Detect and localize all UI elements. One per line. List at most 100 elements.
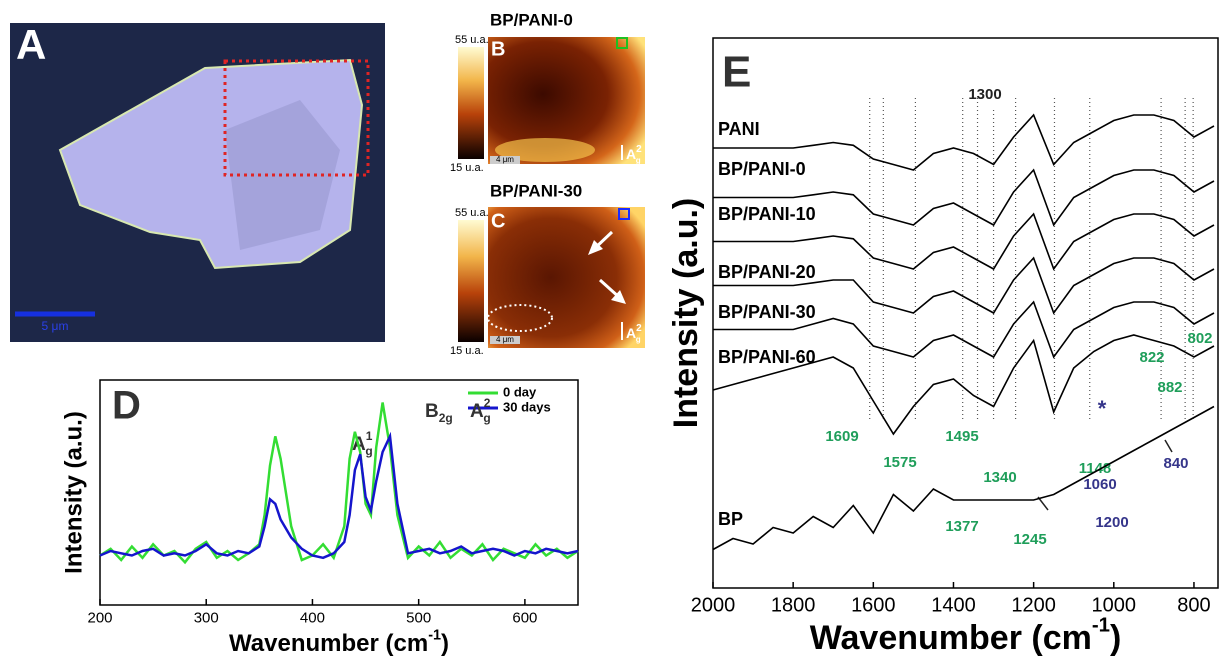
- x-axis-label-end: ): [1110, 619, 1121, 657]
- series-label: BP/PANI-30: [718, 302, 816, 322]
- peak-annotation: 802: [1187, 330, 1212, 347]
- panel-label: A: [16, 21, 46, 68]
- spectrum: [713, 212, 1215, 271]
- mode-base: A: [626, 146, 636, 162]
- peak-annotation: 822: [1139, 349, 1164, 366]
- series-label: BP/PANI-60: [718, 347, 816, 367]
- x-axis-label-sup: -1: [1092, 615, 1110, 637]
- spectrum: [712, 405, 1215, 551]
- panel-c: BP/PANI-30 55 u.a. 15 u.a. 4 μm C A2 g: [450, 181, 645, 357]
- plot-frame: [712, 37, 1219, 589]
- plot-frame: [99, 379, 579, 606]
- panel-b: BP/PANI-0 55 u.a. 15 u.a. 4 μm B A2 g: [450, 10, 645, 174]
- peak-label: B2g: [425, 401, 453, 425]
- colorbar-max: 55 u.a.: [455, 207, 489, 219]
- scale-label: 5 μm: [42, 319, 69, 333]
- mode-sup: 2: [636, 144, 642, 155]
- asterisk: *: [1098, 396, 1107, 421]
- series-label: BP: [718, 509, 743, 529]
- x-axis-label-end: ): [441, 630, 449, 657]
- peak-label-sup: 2: [484, 396, 491, 410]
- peak-label-base: B: [425, 401, 439, 422]
- peak-annotation: 1340: [983, 469, 1016, 486]
- x-axis-label-text: Wavenumber (cm: [810, 619, 1092, 657]
- peak-annotation: 1609: [825, 428, 858, 445]
- marker-square: [616, 37, 628, 49]
- x-tick-label: 600: [512, 609, 537, 626]
- peak-label-sub: g: [483, 411, 490, 425]
- zoom-box: [223, 59, 370, 177]
- peak-label-base: A: [470, 401, 484, 422]
- x-tick-label: 800: [1177, 594, 1210, 616]
- x-axis-label-sup: -1: [428, 627, 441, 643]
- peak-label-sub: 2g: [439, 411, 453, 425]
- mode-label: A2 g: [626, 323, 642, 344]
- spectrum: [713, 113, 1215, 171]
- arrow: [1164, 439, 1173, 453]
- y-axis-label: Intensity (a.u.): [667, 198, 705, 428]
- x-tick-label: 1600: [851, 594, 896, 616]
- spectrum: [713, 256, 1215, 315]
- panel-label: C: [491, 210, 505, 232]
- peak-annotation: 1200: [1095, 514, 1128, 531]
- arrow-head: [588, 240, 603, 255]
- series-label: BP/PANI-20: [718, 262, 816, 282]
- colorbar: [458, 220, 484, 342]
- x-tick-label: 500: [406, 609, 431, 626]
- panel-a: 5 μm A: [10, 21, 385, 342]
- peak-annotation: 882: [1157, 379, 1182, 396]
- colorbar-min: 15 u.a.: [450, 162, 484, 174]
- panel-label: E: [722, 48, 751, 97]
- x-tick-label: 400: [300, 609, 325, 626]
- peak-annotation: 1300: [968, 86, 1001, 103]
- peak-annotation: 1060: [1083, 476, 1116, 493]
- x-axis-label: Wavenumber (cm-1): [229, 627, 449, 657]
- marker-square: [618, 208, 630, 220]
- panel-label: B: [491, 38, 505, 60]
- peak-annotation: 1148: [1079, 460, 1112, 477]
- scale-box: [490, 336, 520, 344]
- peak-annotation: 840: [1163, 455, 1188, 472]
- panel-title: BP/PANI-0: [490, 10, 573, 29]
- series-label: BP/PANI-0: [718, 159, 806, 179]
- highlight-ellipse: [487, 304, 553, 332]
- x-tick-label: 1400: [931, 594, 976, 616]
- legend-label: 0 day: [503, 384, 537, 399]
- x-tick-label: 1800: [771, 594, 816, 616]
- flake-shade: [225, 100, 340, 250]
- mode-sup: 2: [636, 323, 642, 334]
- raman-map: [488, 207, 645, 348]
- scale-box: [490, 156, 520, 164]
- spectrum: [713, 168, 1215, 227]
- colorbar-min: 15 u.a.: [450, 345, 484, 357]
- scale-label: 4 μm: [496, 155, 514, 164]
- peak-annotation: 1245: [1013, 531, 1046, 548]
- peak-annotation: 1377: [945, 518, 978, 535]
- legend-label: 30 days: [503, 399, 551, 414]
- peak-label-sub: g: [365, 444, 372, 458]
- series-label: PANI: [718, 119, 760, 139]
- spectrum: [99, 431, 579, 560]
- x-tick-label: 1000: [1092, 594, 1137, 616]
- peak-annotation: 1495: [945, 428, 978, 445]
- series-label: BP/PANI-10: [718, 204, 816, 224]
- mode-sub: g: [636, 156, 641, 165]
- peak-label-sup: 1: [366, 429, 373, 443]
- scale-label: 4 μm: [496, 335, 514, 344]
- peak-label: A2 g: [470, 396, 491, 425]
- peak-annotation: 1575: [883, 454, 916, 471]
- mode-sub: g: [636, 335, 641, 344]
- x-tick-label: 300: [194, 609, 219, 626]
- arrow-head: [611, 290, 626, 304]
- spectrum: [713, 300, 1215, 359]
- panel-label: D: [112, 384, 141, 428]
- x-tick-label: 2000: [691, 594, 736, 616]
- colorbar: [458, 47, 484, 159]
- y-axis-label: Intensity (a.u.): [60, 411, 87, 574]
- panel-title: BP/PANI-30: [490, 181, 582, 200]
- x-tick-label: 200: [87, 609, 112, 626]
- x-tick-label: 1200: [1011, 594, 1056, 616]
- mode-label: A2 g: [626, 144, 642, 165]
- colorbar-max: 55 u.a.: [455, 34, 489, 46]
